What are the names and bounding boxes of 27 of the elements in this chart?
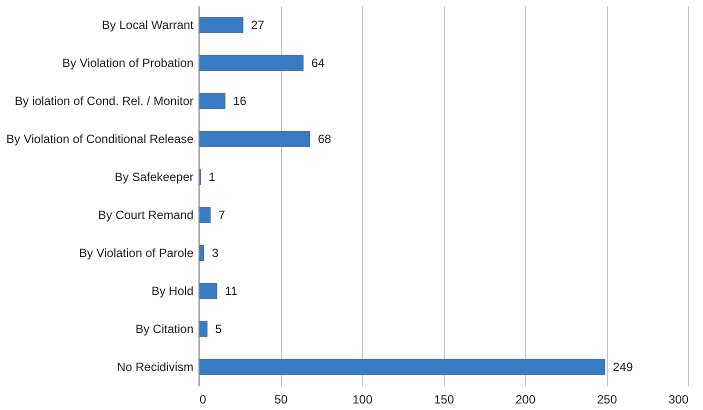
x-tick-label: 0 — [200, 392, 206, 406]
x-tick-label: 50 — [274, 392, 288, 406]
y-tick-label: By Local Warrant — [102, 18, 194, 32]
y-tick-label: By Hold — [151, 284, 194, 298]
data-label: 3 — [212, 246, 219, 260]
data-label: 5 — [215, 322, 222, 336]
y-tick-label: By Citation — [135, 322, 194, 336]
data-label: 16 — [233, 94, 247, 108]
y-tick-label: By Violation of Probation — [62, 56, 194, 70]
data-label: 7 — [218, 208, 226, 222]
y-tick-label: By Court Remand — [98, 208, 194, 222]
y-tick-label: No Recidivism — [116, 360, 194, 374]
x-tick-label: 100 — [352, 392, 373, 406]
x-tick-label: 150 — [434, 392, 454, 406]
data-label: 249 — [612, 360, 634, 374]
y-tick-label: By Violation of Parole — [78, 246, 194, 260]
data-label: 11 — [224, 284, 238, 298]
x-tick-label: 200 — [515, 392, 536, 406]
data-label: 27 — [251, 18, 265, 32]
data-label: 64 — [311, 56, 325, 70]
y-tick-label: By Safekeeper — [114, 170, 194, 184]
y-tick-label: By Violation of Conditional Release — [6, 132, 194, 146]
y-tick-label: By iolation of Cond. Rel. / Monitor — [14, 94, 194, 108]
data-label: 68 — [318, 132, 332, 146]
x-tick-label: 300 — [668, 392, 689, 406]
x-tick-label: 250 — [596, 392, 618, 406]
data-label: 1 — [208, 170, 216, 184]
